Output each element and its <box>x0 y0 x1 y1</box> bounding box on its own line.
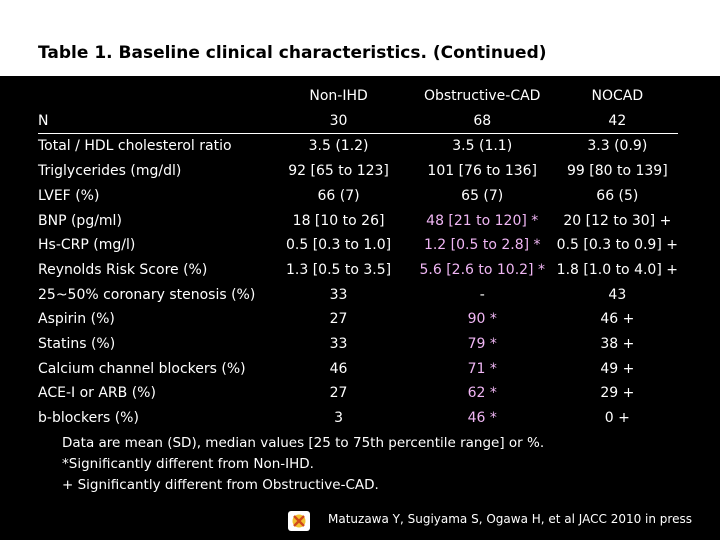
cell-non-ihd: 0.5 [0.3 to 1.0] <box>286 237 392 254</box>
table-row: 25~50% coronary stenosis (%) 33 - 43 <box>38 283 678 308</box>
cell-obstructive-cad: 3.5 (1.1) <box>452 138 513 155</box>
cell-obstructive-cad: 65 (7) <box>461 187 504 204</box>
cell-nocad: 1.8 [1.0 to 4.0] + <box>556 261 678 278</box>
cell-non-ihd: 3 <box>334 410 344 427</box>
row-label: N <box>38 108 270 135</box>
cell-nocad: 0.5 [0.3 to 0.9] + <box>556 237 678 254</box>
cell-nocad: 99 [80 to 139] <box>566 163 668 180</box>
cell-nocad: 3.3 (0.9) <box>587 138 648 155</box>
cell-nocad: 42 <box>556 108 678 135</box>
row-label: Triglycerides (mg/dl) <box>38 163 182 180</box>
table-row: BNP (pg/ml) 18 [10 to 26] 48 [21 to 120] *… <box>38 209 678 234</box>
cell-obstructive-cad: 71 * <box>467 360 497 377</box>
table-row: ACE-I or ARB (%) 27 62 * 29 + <box>38 381 678 406</box>
cell-non-ihd: 27 <box>329 385 348 402</box>
row-label: Hs-CRP (mg/l) <box>38 237 136 254</box>
cell-obstructive-cad: 48 [21 to 120] * <box>426 212 539 229</box>
table-row: Reynolds Risk Score (%) 1.3 [0.5 to 3.5] 5… <box>38 258 678 283</box>
slide-title: Table 1. Baseline clinical characteristi… <box>38 43 547 63</box>
cell-nocad: 29 + <box>600 385 635 402</box>
table-header-row: Non-IHD Obstructive-CAD NOCAD <box>38 84 678 109</box>
citation: Matuzawa Y, Sugiyama S, Ogawa H, et al J… <box>328 512 692 526</box>
cell-nocad: 43 <box>608 286 627 303</box>
cell-obstructive-cad: 68 <box>407 108 557 135</box>
table-row: Hs-CRP (mg/l) 0.5 [0.3 to 1.0] 1.2 [0.5 to… <box>38 233 678 258</box>
cell-obstructive-cad: 101 [76 to 136] <box>427 163 538 180</box>
row-label: BNP (pg/ml) <box>38 212 122 229</box>
cell-non-ihd: 30 <box>269 108 408 135</box>
cell-non-ihd: 33 <box>329 336 348 353</box>
cell-non-ihd: 46 <box>329 360 348 377</box>
row-label: Statins (%) <box>38 336 116 353</box>
table-row: Calcium channel blockers (%) 46 71 * 49 + <box>38 357 678 382</box>
cell-nocad: 66 (5) <box>596 187 639 204</box>
cell-obstructive-cad: 5.6 [2.6 to 10.2] * <box>419 261 545 278</box>
logo-icon <box>288 511 310 531</box>
characteristics-table: Non-IHD Obstructive-CAD NOCAD N 30 68 42 Tot… <box>38 84 678 431</box>
row-label: b-blockers (%) <box>38 410 139 427</box>
cell-non-ihd: 27 <box>329 311 348 328</box>
header-nocad: NOCAD <box>591 88 644 104</box>
cell-nocad: 46 + <box>600 311 635 328</box>
cell-non-ihd: 66 (7) <box>317 187 360 204</box>
footnote-plus: + Significantly different from Obstructi… <box>62 477 379 493</box>
table-row: Total / HDL cholesterol ratio 3.5 (1.2) 3.… <box>38 134 678 159</box>
row-label: ACE-I or ARB (%) <box>38 385 156 402</box>
cell-nocad: 38 + <box>600 336 635 353</box>
cell-obstructive-cad: 46 * <box>467 410 497 427</box>
cell-nocad: 20 [12 to 30] + <box>563 212 672 229</box>
table-row: Statins (%) 33 79 * 38 + <box>38 332 678 357</box>
cell-obstructive-cad: 90 * <box>467 311 497 328</box>
footnote-data-description: Data are mean (SD), median values [25 to… <box>62 435 545 451</box>
title-bar <box>0 0 720 76</box>
header-label-column <box>38 84 269 109</box>
row-label: Total / HDL cholesterol ratio <box>38 138 232 155</box>
cell-non-ihd: 3.5 (1.2) <box>308 138 369 155</box>
table-row: Triglycerides (mg/dl) 92 [65 to 123] 101 [… <box>38 159 678 184</box>
header-non-ihd: Non-IHD <box>309 88 368 104</box>
row-label: Reynolds Risk Score (%) <box>38 261 208 278</box>
row-label: 25~50% coronary stenosis (%) <box>38 286 256 303</box>
cell-non-ihd: 18 [10 to 26] <box>292 212 385 229</box>
table-row-n: N 30 68 42 <box>38 108 678 135</box>
cell-non-ihd: 92 [65 to 123] <box>288 163 389 180</box>
cell-obstructive-cad: - <box>479 286 485 303</box>
cell-obstructive-cad: 79 * <box>467 336 497 353</box>
footnotes: Data are mean (SD), median values [25 to… <box>62 433 544 496</box>
cell-nocad: 49 + <box>600 360 635 377</box>
cell-obstructive-cad: 62 * <box>467 385 497 402</box>
row-label: LVEF (%) <box>38 187 100 204</box>
table-row: b-blockers (%) 3 46 * 0 + <box>38 406 678 431</box>
row-label: Aspirin (%) <box>38 311 115 328</box>
row-label: Calcium channel blockers (%) <box>38 360 246 377</box>
cell-obstructive-cad: 1.2 [0.5 to 2.8] * <box>423 237 541 254</box>
cell-nocad: 0 + <box>604 410 630 427</box>
header-obstructive-cad: Obstructive-CAD <box>423 88 541 104</box>
cell-non-ihd: 33 <box>329 286 348 303</box>
footnote-asterisk: *Significantly different from Non-IHD. <box>62 456 314 472</box>
table-row: Aspirin (%) 27 90 * 46 + <box>38 307 678 332</box>
cell-non-ihd: 1.3 [0.5 to 3.5] <box>286 261 392 278</box>
table-row: LVEF (%) 66 (7) 65 (7) 66 (5) <box>38 184 678 209</box>
